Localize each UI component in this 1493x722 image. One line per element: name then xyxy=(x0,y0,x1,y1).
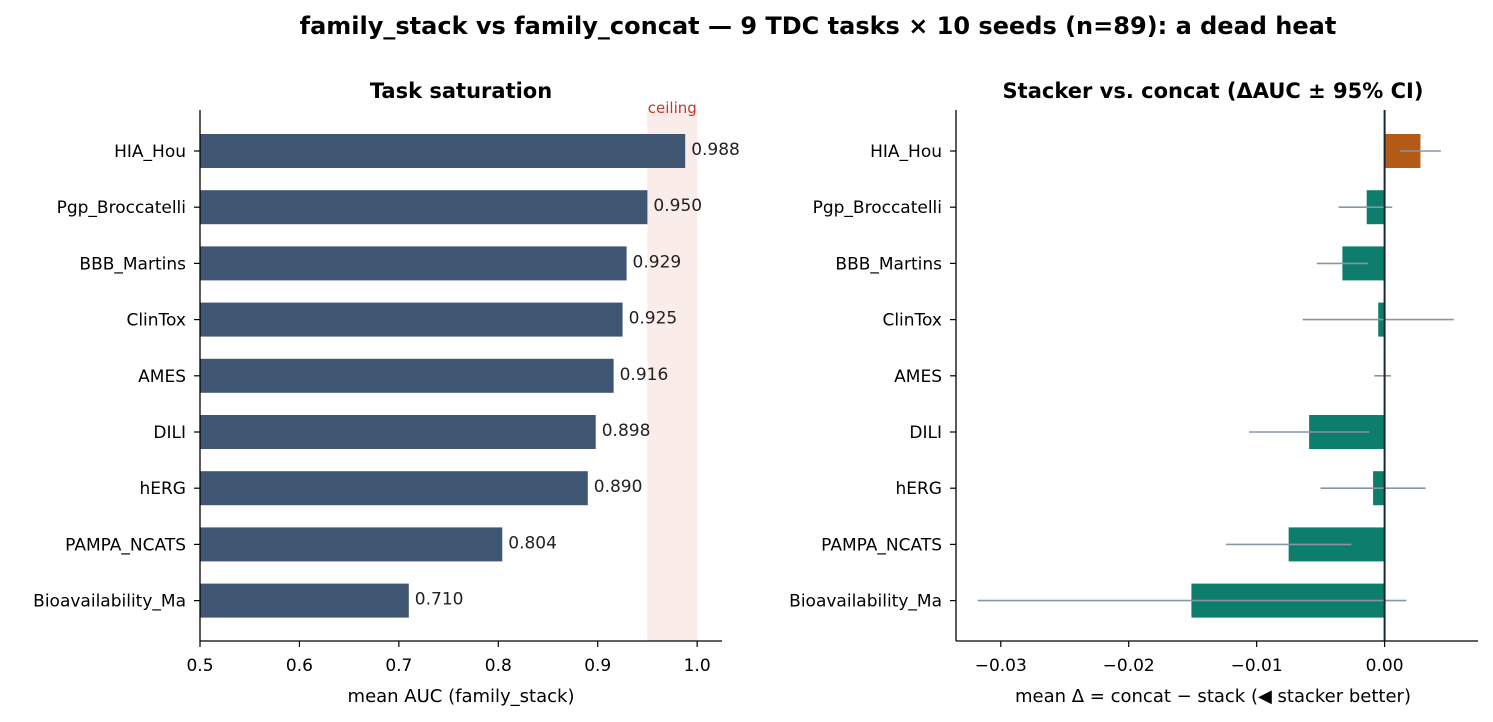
x-tick-label: 0.6 xyxy=(286,656,313,676)
x-tick-label: 0.7 xyxy=(385,656,412,676)
ceiling-label: ceiling xyxy=(648,99,697,117)
y-tick-label-clintox: ClinTox xyxy=(882,311,942,331)
y-tick-label-herg: hERG xyxy=(895,479,942,499)
x-tick-label: 0.9 xyxy=(584,656,611,676)
stacker-vs-concat-chart: HIA_Hou Pgp_Broccatelli BBB_Martins ClinTox… xyxy=(789,79,1478,707)
x-tick-label: −0.01 xyxy=(1231,656,1283,676)
y-tick-label-bbb-martins: BBB_Martins xyxy=(835,254,942,274)
right-x-axis-label: mean Δ = concat − stack (◀ stacker bette… xyxy=(1015,686,1411,707)
bar-clintox xyxy=(200,302,623,337)
ceiling-band xyxy=(647,110,698,641)
data-label-ames: 0.916 xyxy=(620,365,669,385)
data-label-herg: 0.890 xyxy=(594,477,643,497)
y-tick-label-bioavailability-ma: Bioavailability_Ma xyxy=(33,592,186,612)
y-tick-label-clintox: ClinTox xyxy=(126,311,186,331)
x-tick-label: 0.5 xyxy=(186,656,213,676)
task-saturation-chart: ceiling 0.988 HIA_Hou 0.950 Pgp_Broccatelli 0… xyxy=(33,79,740,707)
y-tick-label-ames: AMES xyxy=(138,367,186,387)
data-label-bbb-martins: 0.929 xyxy=(633,252,682,272)
y-tick-label-herg: hERG xyxy=(139,479,186,499)
data-label-pampa-ncats: 0.804 xyxy=(508,533,557,553)
x-tick-label: 0.00 xyxy=(1366,656,1404,676)
data-label-dili: 0.898 xyxy=(602,421,651,441)
y-tick-label-pgp-broccatelli: Pgp_Broccatelli xyxy=(57,198,186,218)
y-tick-label-dili: DILI xyxy=(153,423,186,443)
data-label-clintox: 0.925 xyxy=(629,309,678,329)
y-tick-label-ames: AMES xyxy=(894,367,942,387)
right-panel-title: Stacker vs. concat (ΔAUC ± 95% CI) xyxy=(1003,79,1424,103)
data-label-pgp-broccatelli: 0.950 xyxy=(653,196,702,216)
y-tick-label-bioavailability-ma: Bioavailability_Ma xyxy=(789,592,942,612)
x-tick-label: −0.03 xyxy=(975,656,1027,676)
bar-bbb-martins xyxy=(200,246,627,281)
x-tick-label: 0.8 xyxy=(485,656,512,676)
bar-dili xyxy=(200,415,596,449)
bar-pgp-broccatelli xyxy=(200,190,648,225)
y-tick-label-pampa-ncats: PAMPA_NCATS xyxy=(65,535,186,555)
y-tick-label-pampa-ncats: PAMPA_NCATS xyxy=(821,535,942,555)
left-x-axis-label: mean AUC (family_stack) xyxy=(348,686,575,707)
bar-pampa-ncats xyxy=(200,527,503,562)
y-tick-label-dili: DILI xyxy=(909,423,942,443)
x-tick-label: 1.0 xyxy=(684,656,711,676)
y-tick-label-pgp-broccatelli: Pgp_Broccatelli xyxy=(813,198,942,218)
bar-ames xyxy=(200,358,614,393)
y-tick-label-bbb-martins: BBB_Martins xyxy=(79,254,186,274)
bar-herg xyxy=(200,471,588,506)
data-label-bioavailability-ma: 0.710 xyxy=(415,590,464,610)
data-label-hia-hou: 0.988 xyxy=(691,140,740,160)
bar-hia-hou xyxy=(200,134,686,168)
bar-bioavailability-ma xyxy=(200,583,409,618)
y-tick-label-hia-hou: HIA_Hou xyxy=(870,142,942,162)
y-tick-label-hia-hou: HIA_Hou xyxy=(114,142,186,162)
x-tick-label: −0.02 xyxy=(1103,656,1155,676)
figure-title: family_stack vs family_concat — 9 TDC ta… xyxy=(300,12,1337,40)
left-panel-title: Task saturation xyxy=(370,79,552,103)
